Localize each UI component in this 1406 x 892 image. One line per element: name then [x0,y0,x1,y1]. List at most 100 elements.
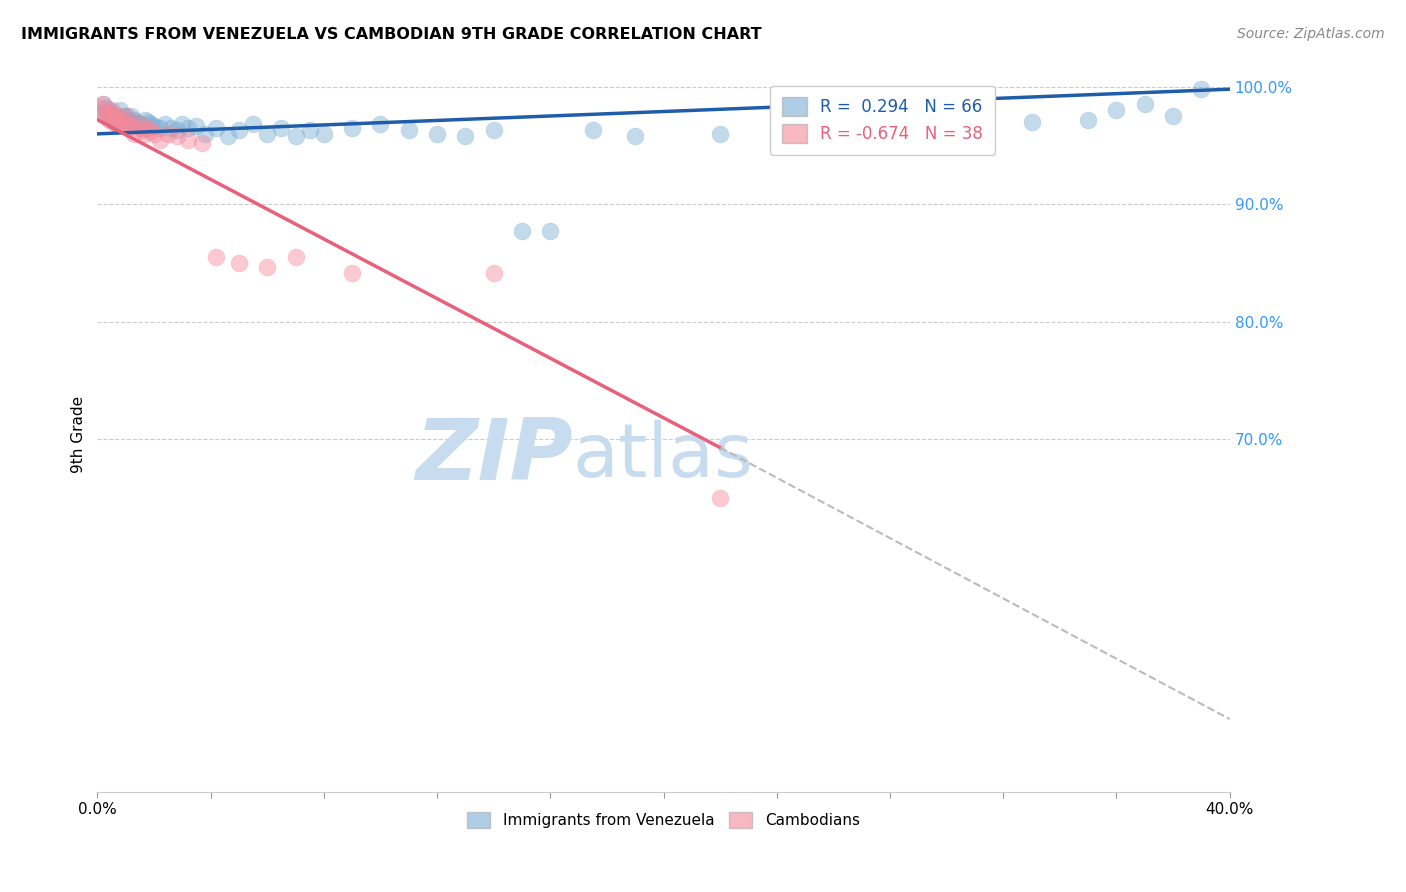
Point [298,123,321,137]
Legend: Immigrants from Venezuela, Cambodians: Immigrants from Venezuela, Cambodians [461,806,866,834]
Point [89,101,111,115]
Point [1077,112,1099,127]
Point [100,112,122,127]
Point [1021,115,1043,129]
Point [117,120,139,135]
Point [105,118,128,132]
Point [114,118,136,132]
Point [103,115,125,129]
Point [94,105,117,120]
Text: Source: ZipAtlas.com: Source: ZipAtlas.com [1237,27,1385,41]
Point [284,250,307,264]
Point [108,103,131,118]
Point [103,109,125,123]
Point [105,109,128,123]
Point [205,120,228,135]
Point [284,129,307,144]
Point [134,127,156,141]
Point [91,97,114,112]
Point [510,224,533,238]
Point [160,120,183,135]
Point [105,109,128,123]
Point [128,118,150,132]
Point [482,123,505,137]
Point [242,118,264,132]
Point [228,256,250,270]
Point [97,103,120,118]
Point [177,133,200,147]
Point [120,109,142,123]
Point [191,136,214,151]
Point [149,120,172,135]
Point [935,118,957,132]
Point [105,118,128,132]
Point [370,118,392,132]
Point [122,118,145,132]
Point [1161,109,1184,123]
Point [217,129,239,144]
Point [120,118,142,132]
Y-axis label: 9th Grade: 9th Grade [72,396,86,474]
Point [97,109,120,123]
Point [134,112,156,127]
Point [114,109,136,123]
Point [125,115,148,129]
Point [120,115,142,129]
Point [582,123,605,137]
Point [340,120,363,135]
Point [426,127,449,141]
Point [136,115,159,129]
Point [1105,103,1128,118]
Point [398,123,420,137]
Point [270,120,292,135]
Text: atlas: atlas [574,419,754,492]
Point [108,112,131,127]
Point [111,118,134,132]
Point [482,266,505,280]
Point [117,112,139,127]
Point [194,127,217,141]
Point [709,127,731,141]
Point [205,250,228,264]
Point [94,101,117,115]
Point [454,129,477,144]
Point [108,112,131,127]
Text: IMMIGRANTS FROM VENEZUELA VS CAMBODIAN 9TH GRADE CORRELATION CHART: IMMIGRANTS FROM VENEZUELA VS CAMBODIAN 9… [21,27,762,42]
Point [143,119,166,133]
Point [136,120,159,135]
Point [139,118,162,132]
Point [103,115,125,129]
Point [103,109,125,123]
Point [111,115,134,129]
Point [100,105,122,120]
Point [94,105,117,120]
Point [624,129,647,144]
Point [256,260,278,274]
Point [125,120,148,135]
Point [100,103,122,118]
Point [91,97,114,112]
Point [177,120,200,135]
Point [149,133,172,147]
Point [143,127,166,141]
Point [128,118,150,132]
Point [97,112,120,127]
Point [340,266,363,280]
Point [312,127,335,141]
Point [139,124,162,138]
Point [157,127,180,141]
Point [155,118,177,132]
Point [794,120,817,135]
Point [166,129,188,144]
Point [97,105,120,120]
Point [131,123,153,137]
Point [94,109,117,123]
Point [111,109,134,123]
Point [122,127,145,141]
Point [186,119,208,133]
Point [131,120,153,135]
Point [89,105,111,120]
Point [166,123,188,137]
Text: ZIP: ZIP [415,415,574,498]
Point [256,127,278,141]
